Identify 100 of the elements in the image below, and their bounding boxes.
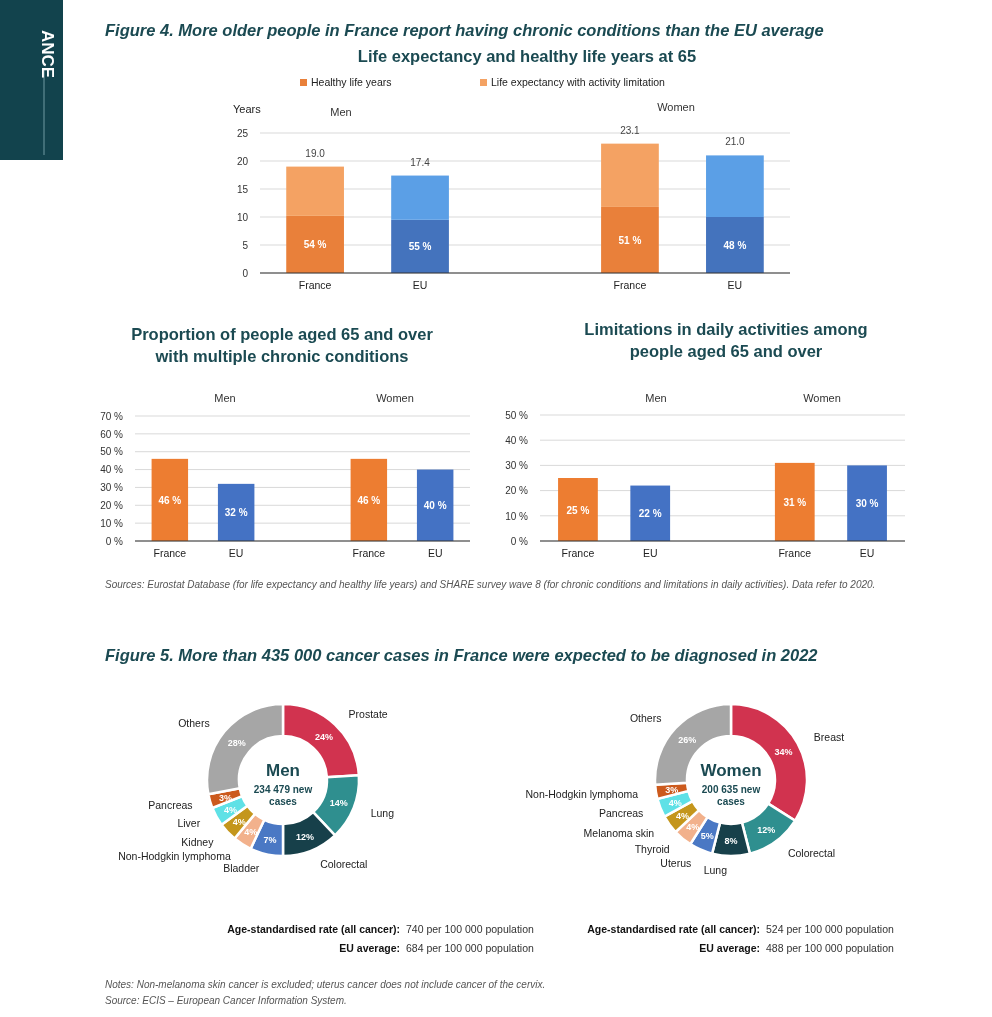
y-tick-label: 5 bbox=[242, 239, 249, 251]
bar bbox=[558, 478, 598, 541]
y-tick-label: 50 % bbox=[505, 409, 529, 421]
y-tick-label: 20 % bbox=[100, 499, 124, 511]
bar bbox=[391, 175, 449, 220]
text: Women bbox=[700, 761, 762, 780]
bar bbox=[601, 206, 659, 273]
caption: Figure 4. More older people in France report having chronic conditions than the EU average bbox=[105, 21, 824, 39]
slice-label: Pancreas bbox=[148, 799, 193, 812]
data-label: 4% bbox=[686, 822, 700, 833]
data-label: 5% bbox=[700, 831, 714, 842]
slice-label: Breast bbox=[813, 730, 845, 743]
data-label: 30 % bbox=[855, 498, 879, 510]
slice-label: Prostate bbox=[348, 708, 388, 721]
bar bbox=[286, 215, 344, 273]
x-tick-label: France bbox=[561, 547, 595, 560]
y-tick-label: 0 bbox=[242, 267, 249, 279]
chart-title: Life expectancy and healthy life years at 65 bbox=[357, 47, 697, 65]
data-label: 22 % bbox=[638, 508, 662, 520]
slice-label: Colorectal bbox=[320, 857, 368, 870]
bar bbox=[286, 166, 344, 216]
total-label: 19.0 bbox=[305, 147, 326, 159]
annotation: 48 % bbox=[723, 240, 747, 251]
data-label: 4% bbox=[244, 826, 258, 837]
y-tick-label: 20 % bbox=[505, 485, 529, 497]
text: Men bbox=[266, 761, 300, 780]
y-tick-label: 10 % bbox=[505, 510, 529, 522]
data-label: 3% bbox=[665, 785, 679, 796]
text: 200 635 new cases bbox=[701, 784, 761, 807]
y-axis-title: Years bbox=[233, 103, 262, 115]
data-label: 26% bbox=[678, 734, 697, 745]
x-tick-label: EU bbox=[727, 279, 743, 292]
text: ANCE bbox=[38, 30, 57, 79]
text: Women bbox=[803, 392, 841, 404]
text: Men bbox=[214, 392, 236, 404]
slice-label: Kidney bbox=[181, 835, 215, 848]
total-label: 21.0 bbox=[725, 136, 746, 148]
x-tick-label: EU bbox=[859, 547, 875, 560]
data-label: 46 % bbox=[357, 494, 381, 506]
bar bbox=[706, 217, 764, 273]
data-label: 8% bbox=[724, 836, 738, 846]
y-tick-label: 70 % bbox=[100, 410, 124, 422]
total-label: 23.1 bbox=[620, 124, 641, 136]
y-tick-label: 50 % bbox=[100, 446, 124, 458]
annotation: 55 % bbox=[408, 241, 432, 253]
x-tick-label: France bbox=[153, 547, 187, 560]
slice-label: Melanoma skin bbox=[583, 826, 655, 839]
source-note: Sources: Eurostat Database (for life expectancy and healthy life years) and SHARE survey wave 8 (for chronic conditions and limitations in daily activities). Data refer to 2020. bbox=[105, 579, 876, 590]
bar bbox=[151, 458, 189, 541]
y-tick-label: 10 bbox=[236, 211, 249, 223]
x-tick-label: EU bbox=[412, 279, 428, 292]
slice-label: Non-Hodgkin lymphoma bbox=[525, 788, 639, 801]
slice-label: Bladder bbox=[223, 861, 260, 874]
bar bbox=[630, 485, 671, 541]
caption: Figure 5. More than 435 000 cancer cases in France were expected to be diagnosed in 2022 bbox=[105, 646, 818, 664]
slice-label: Thyroid bbox=[634, 843, 670, 856]
data-label: 34% bbox=[774, 747, 793, 758]
source-note: Source: ECIS – European Cancer Information System. bbox=[105, 995, 347, 1006]
text: Men bbox=[330, 106, 352, 118]
x-tick-label: France bbox=[352, 547, 386, 560]
data-label: 4% bbox=[223, 804, 237, 815]
y-tick-label: 15 bbox=[236, 183, 249, 195]
data-label: 24% bbox=[315, 732, 334, 743]
bar bbox=[416, 469, 454, 541]
total-label: 17.4 bbox=[410, 156, 431, 168]
legend-label: Healthy life years bbox=[311, 76, 392, 88]
text: 234 479 new cases bbox=[253, 784, 313, 807]
x-tick-label: France bbox=[613, 279, 647, 292]
y-tick-label: 30 % bbox=[100, 482, 124, 494]
slice-label: Pancreas bbox=[598, 807, 644, 820]
data-label: 4% bbox=[668, 798, 682, 809]
y-tick-label: 10 % bbox=[100, 517, 124, 529]
data-label: 28% bbox=[227, 737, 246, 748]
text: Women bbox=[657, 101, 695, 113]
y-tick-label: 25 bbox=[236, 127, 249, 139]
y-tick-label: 20 bbox=[236, 155, 249, 167]
data-label: 12% bbox=[757, 824, 776, 835]
bar bbox=[706, 155, 764, 217]
bar bbox=[350, 458, 388, 541]
bar bbox=[774, 462, 815, 541]
data-label: 7% bbox=[263, 834, 277, 845]
bar bbox=[601, 143, 659, 207]
y-tick-label: 30 % bbox=[505, 460, 529, 472]
legend-label: Life expectancy with activity limitation bbox=[491, 76, 666, 88]
x-tick-label: France bbox=[298, 279, 332, 292]
text: EU average: 488 per 100 000 population bbox=[699, 942, 895, 954]
chart-title: Proportion of people aged 65 and over with multiple chronic conditions bbox=[131, 325, 434, 365]
slice-label: Colorectal bbox=[787, 846, 836, 859]
data-label: 46 % bbox=[158, 494, 182, 506]
text: EU average: 684 per 100 000 population bbox=[339, 942, 535, 954]
data-label: 31 % bbox=[783, 496, 807, 508]
text: Men bbox=[645, 392, 667, 404]
y-tick-label: 60 % bbox=[100, 428, 124, 440]
data-label: 4% bbox=[675, 811, 689, 822]
y-tick-label: 0 % bbox=[510, 535, 529, 547]
data-label: 32 % bbox=[224, 507, 248, 519]
slice-label: Lung bbox=[370, 807, 395, 820]
bar bbox=[217, 483, 255, 541]
x-tick-label: EU bbox=[427, 547, 443, 560]
slice-label: Others bbox=[178, 716, 210, 729]
